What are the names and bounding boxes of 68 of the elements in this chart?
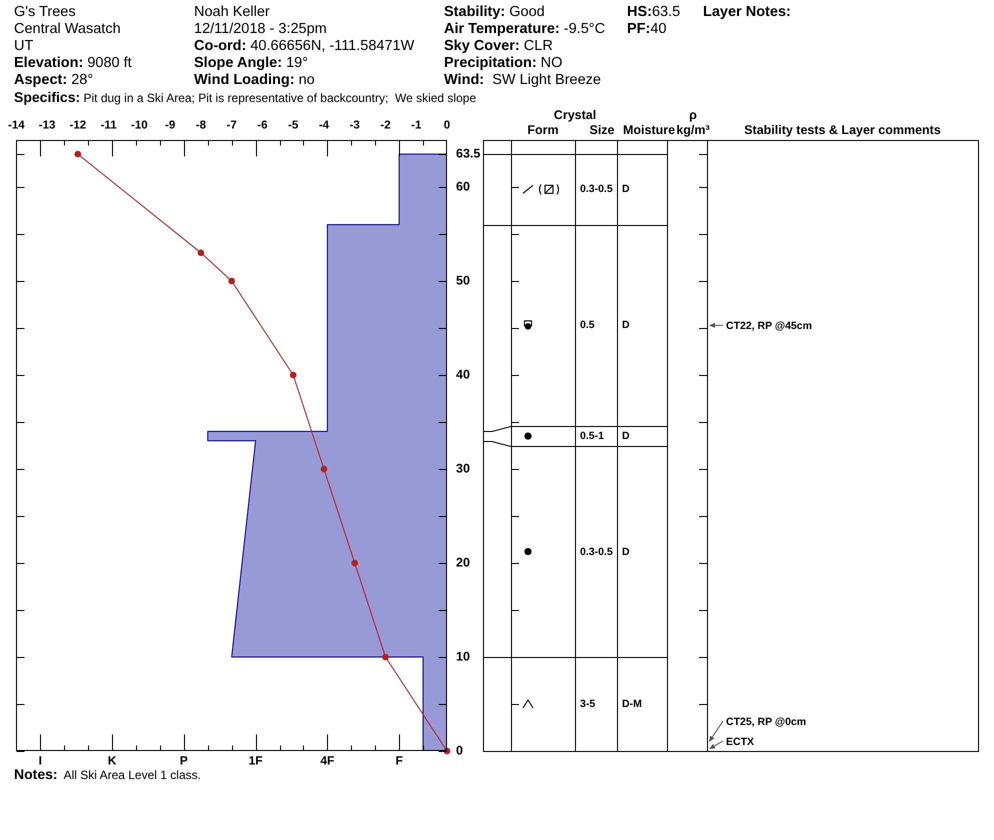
y-tick-label: 20	[456, 555, 470, 570]
text: UT	[14, 38, 34, 54]
text: CT22, RP @45cm	[726, 320, 812, 332]
y-tick-label: 50	[456, 273, 470, 288]
x2-tick-label: -12	[70, 119, 86, 132]
x-tick-label: I	[38, 754, 42, 768]
x2-tick-label: -14	[8, 119, 26, 132]
text: G's Trees	[14, 4, 76, 20]
text: 0.3-0.5	[580, 183, 613, 196]
x-tick-label: 4F	[320, 754, 334, 768]
category-label: Size	[589, 123, 614, 138]
x2-tick-label: -4	[318, 119, 330, 132]
y-tick-label: 30	[456, 461, 470, 476]
x2-tick-label: -7	[226, 119, 237, 132]
text: Air Temperature: -9.5°C	[444, 21, 606, 37]
text: 0.5	[580, 319, 595, 332]
text: D	[622, 319, 630, 332]
text: D	[622, 430, 630, 442]
y-tick-label: 0	[456, 743, 463, 758]
x2-tick-label: -1	[411, 119, 422, 132]
x2-tick-label: -5	[288, 119, 299, 132]
text: Noah Keller	[194, 4, 270, 20]
category-label: ρ kg/m³	[676, 108, 710, 137]
x-tick-label: K	[108, 754, 117, 768]
text: Stability: Good	[444, 4, 545, 20]
text: Layer Notes:	[703, 4, 791, 20]
text: D	[622, 546, 630, 558]
y-tick-label: 60	[456, 179, 470, 194]
y-tick-label: 40	[456, 367, 470, 382]
text: Crystal	[552, 107, 598, 123]
x2-tick-label: -13	[38, 119, 56, 132]
category-label: Moisture	[623, 123, 676, 138]
text: D	[622, 183, 630, 196]
category-label: Form	[527, 123, 559, 138]
text: 0.3-0.5	[580, 546, 613, 558]
text: HS:63.5	[627, 4, 680, 20]
x2-tick-label: -6	[257, 119, 268, 132]
text: D-M	[622, 698, 642, 710]
text: Wind: SW Light Breeze	[444, 72, 601, 88]
x-tick-label: F	[395, 754, 403, 768]
y-tick-label: 10	[456, 649, 470, 664]
category-label: Stability tests & Layer comments	[744, 123, 941, 138]
text: Wind Loading: no	[194, 72, 315, 88]
x2-tick-label: -10	[131, 119, 148, 132]
text: Sky Cover: CLR	[444, 38, 553, 54]
text: CT25, RP @0cm	[726, 716, 806, 728]
x2-tick-label: -11	[100, 119, 118, 132]
text: ECTX	[726, 736, 754, 748]
text: Notes: All Ski Area Level 1 class.	[14, 766, 201, 782]
x-tick-label: P	[180, 754, 188, 768]
text: Co-ord: 40.66656N, -111.58471W	[194, 38, 414, 54]
text: Specifics: Pit dug in a Ski Area; Pit is representative of backcountry; We skied slope	[14, 89, 476, 105]
text: 3-5	[580, 698, 596, 710]
text: Slope Angle: 19°	[194, 55, 308, 71]
x2-tick-label: -9	[165, 119, 176, 132]
y-tick-label: 63.5	[456, 146, 480, 161]
x2-tick-label: -2	[380, 119, 391, 132]
text: Central Wasatch	[14, 21, 121, 37]
x2-tick-label: 0	[444, 119, 450, 132]
text: Elevation: 9080 ft	[14, 55, 132, 71]
text: Precipitation: NO	[444, 55, 562, 71]
text: 0.5-1	[580, 430, 604, 442]
text: 12/11/2018 - 3:25pm	[194, 21, 327, 37]
text: Aspect: 28°	[14, 72, 94, 88]
x-tick-label: 1F	[248, 754, 263, 768]
x2-tick-label: -8	[196, 119, 207, 132]
text: PF:40	[627, 21, 666, 37]
x2-tick-label: -3	[350, 119, 360, 132]
